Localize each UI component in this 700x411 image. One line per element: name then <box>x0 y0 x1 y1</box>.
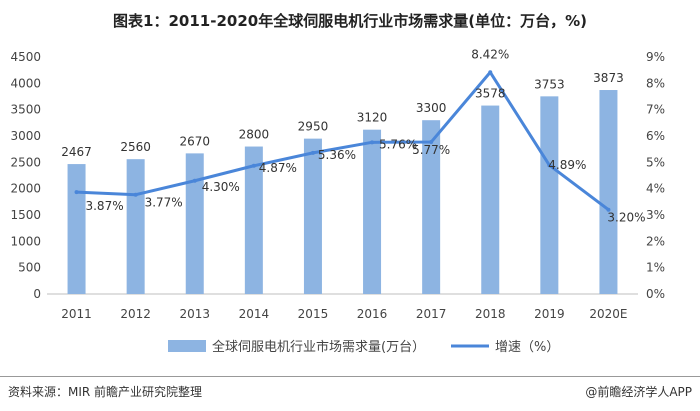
bar-value-label: 2670 <box>179 134 210 148</box>
growth-point <box>488 70 493 75</box>
y-right-tick-label: 7% <box>646 103 665 117</box>
growth-point <box>192 178 197 183</box>
x-tick-label: 2012 <box>120 307 151 321</box>
bar <box>185 153 204 294</box>
y-right-tick-label: 5% <box>646 155 665 169</box>
bar <box>303 138 322 294</box>
growth-line <box>74 70 611 212</box>
legend-bar-label: 全球伺服电机行业市场需求量(万台） <box>212 339 425 355</box>
legend: 全球伺服电机行业市场需求量(万台） 增速（%） <box>168 339 559 355</box>
growth-value-label: 3.20% <box>607 211 645 225</box>
legend-line-label: 增速（%） <box>495 340 559 355</box>
bar-value-label: 2950 <box>298 120 329 134</box>
y-right-tick-label: 8% <box>646 76 665 90</box>
x-tick-label: 2015 <box>298 307 329 321</box>
axes: 0 500 1000 1500 2000 2500 3000 3500 4000 4500 0% 1%… <box>10 50 665 321</box>
growth-value-label: 3.87% <box>85 199 123 213</box>
chart-title: 图表1：2011-2020年全球伺服电机行业市场需求量(单位：万台，%) <box>113 12 587 30</box>
growth-line-path <box>76 70 610 211</box>
bar <box>126 159 145 294</box>
y-left-tick-label: 3000 <box>10 129 41 143</box>
bar-value-label: 3578 <box>475 87 506 101</box>
bar-value-label: 2467 <box>61 145 92 159</box>
growth-value-label: 5.76% <box>379 137 417 151</box>
bar-value-label: 3300 <box>416 101 447 115</box>
y-left-tick-label: 1500 <box>10 208 41 222</box>
growth-point <box>133 192 138 197</box>
growth-point <box>370 140 375 145</box>
y-left-tick-label: 0 <box>33 287 41 301</box>
x-tick-label: 2014 <box>239 307 270 321</box>
data-labels: 2467 2560 2670 2800 2950 3120 3300 3578 3753 3873… <box>61 47 645 224</box>
y-left-tick-label: 2500 <box>10 155 41 169</box>
y-left-tick-label: 1000 <box>10 234 41 248</box>
x-tick-label: 2017 <box>416 307 447 321</box>
brand-note: @前瞻经济学人APP <box>585 385 692 399</box>
y-right-tick-label: 4% <box>646 182 665 196</box>
growth-value-label: 8.42% <box>471 47 509 61</box>
bar <box>599 90 618 294</box>
growth-point <box>251 163 256 168</box>
bar <box>67 164 86 294</box>
y-right-tick-label: 9% <box>646 50 665 64</box>
x-tick-label: 2016 <box>357 307 388 321</box>
growth-value-label: 4.30% <box>202 180 240 194</box>
y-left-tick-label: 2000 <box>10 182 41 196</box>
y-right-tick-label: 0% <box>646 287 665 301</box>
growth-point <box>310 150 315 155</box>
x-tick-label: 2020E <box>589 307 627 321</box>
growth-point <box>74 190 79 195</box>
legend-bar-swatch <box>168 340 206 352</box>
y-left-tick-label: 3500 <box>10 103 41 117</box>
x-tick-label: 2019 <box>534 307 565 321</box>
bar-value-label: 3753 <box>534 77 565 91</box>
bar <box>244 146 263 294</box>
x-tick-label: 2013 <box>179 307 210 321</box>
y-left-tick-label: 4500 <box>10 50 41 64</box>
bar-value-label: 3873 <box>593 71 624 85</box>
y-right-tick-label: 3% <box>646 208 665 222</box>
y-left-tick-label: 4000 <box>10 76 41 90</box>
bar <box>540 96 559 294</box>
x-tick-label: 2011 <box>61 307 92 321</box>
growth-value-label: 5.77% <box>412 143 450 157</box>
growth-value-label: 3.77% <box>145 196 183 210</box>
growth-value-label: 5.36% <box>318 148 356 162</box>
growth-value-label: 4.89% <box>548 158 586 172</box>
bar-value-label: 2560 <box>120 140 151 154</box>
y-right-tick-label: 6% <box>646 129 665 143</box>
growth-point <box>606 207 611 212</box>
growth-value-label: 4.87% <box>259 161 297 175</box>
x-tick-label: 2018 <box>475 307 506 321</box>
footer-divider <box>0 376 700 377</box>
bar <box>481 105 500 294</box>
source-note: 资料来源：MIR 前瞻产业研究院整理 <box>8 385 203 399</box>
bar-value-label: 2800 <box>239 128 270 142</box>
y-right-tick-label: 2% <box>646 234 665 248</box>
y-left-tick-label: 500 <box>18 261 41 275</box>
growth-point <box>547 163 552 168</box>
growth-point <box>429 140 434 145</box>
bar <box>422 120 441 294</box>
bar-value-label: 3120 <box>357 111 388 125</box>
y-right-tick-label: 1% <box>646 261 665 275</box>
bar <box>363 129 382 294</box>
